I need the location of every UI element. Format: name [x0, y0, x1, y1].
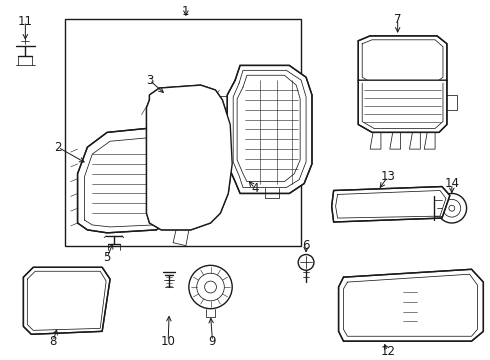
Circle shape [397, 202, 405, 210]
Circle shape [64, 284, 68, 288]
Circle shape [356, 285, 400, 328]
Circle shape [342, 202, 349, 210]
Polygon shape [24, 267, 110, 334]
Circle shape [85, 307, 89, 311]
Circle shape [157, 126, 165, 133]
Circle shape [369, 202, 377, 210]
Circle shape [355, 202, 363, 210]
Circle shape [443, 199, 461, 217]
Bar [59, 281, 74, 296]
Circle shape [383, 202, 391, 210]
Polygon shape [227, 66, 312, 193]
Polygon shape [77, 127, 179, 233]
Circle shape [205, 281, 217, 293]
Bar [37, 281, 52, 296]
Text: 6: 6 [302, 239, 310, 252]
Bar [80, 304, 95, 319]
Circle shape [411, 202, 418, 210]
Circle shape [298, 255, 314, 270]
Circle shape [189, 265, 232, 309]
Circle shape [419, 291, 455, 327]
Bar [65, 19, 301, 246]
Polygon shape [358, 80, 447, 132]
Text: 2: 2 [54, 141, 62, 154]
Text: 11: 11 [18, 15, 33, 28]
Polygon shape [339, 269, 483, 341]
Circle shape [197, 212, 205, 220]
Circle shape [85, 284, 89, 288]
Circle shape [197, 273, 224, 301]
Bar [37, 304, 52, 319]
Text: 1: 1 [182, 5, 190, 18]
Text: 9: 9 [209, 335, 216, 348]
Text: 3: 3 [146, 74, 153, 87]
Text: 14: 14 [444, 177, 459, 190]
Circle shape [42, 307, 46, 311]
Polygon shape [147, 85, 232, 230]
Circle shape [64, 307, 68, 311]
Bar [80, 281, 95, 296]
Circle shape [449, 205, 455, 211]
Text: 4: 4 [251, 182, 259, 195]
Polygon shape [332, 186, 450, 222]
Circle shape [42, 284, 46, 288]
Text: 13: 13 [380, 170, 395, 183]
Circle shape [424, 202, 432, 210]
Circle shape [364, 293, 392, 320]
Text: 8: 8 [49, 335, 57, 348]
Bar [59, 304, 74, 319]
Circle shape [437, 193, 466, 223]
Polygon shape [358, 36, 447, 87]
Text: 7: 7 [394, 13, 401, 26]
Circle shape [373, 302, 383, 312]
Text: 10: 10 [161, 335, 175, 348]
Text: 5: 5 [103, 251, 111, 264]
Text: 12: 12 [380, 345, 395, 357]
Circle shape [427, 299, 447, 319]
Circle shape [162, 204, 170, 212]
